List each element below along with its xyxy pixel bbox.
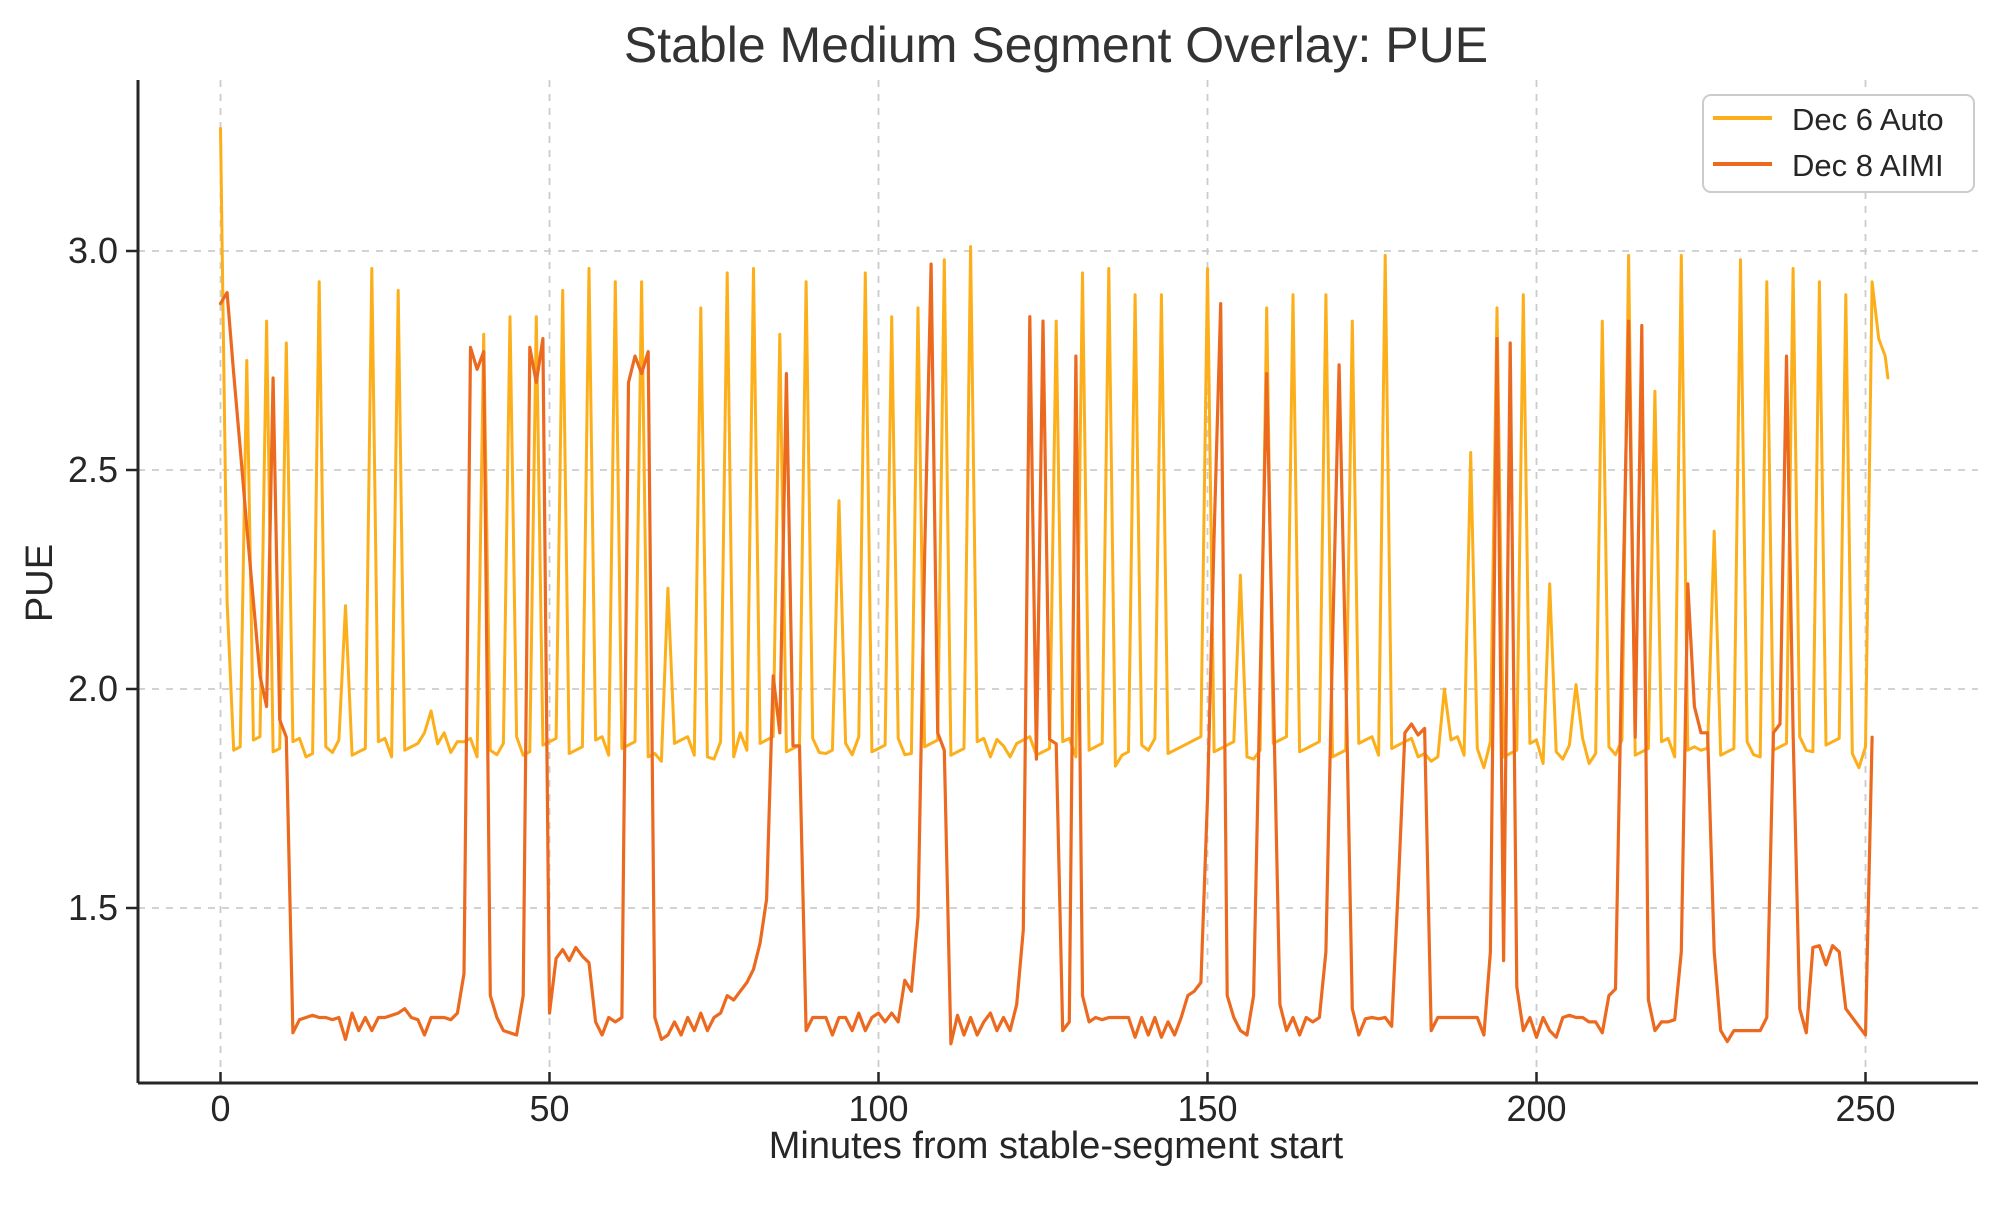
svg-text:Stable Medium Segment Overlay:: Stable Medium Segment Overlay: PUE (624, 17, 1488, 73)
svg-text:150: 150 (1177, 1088, 1237, 1129)
svg-text:0: 0 (210, 1088, 230, 1129)
svg-text:1.5: 1.5 (68, 887, 118, 928)
svg-text:2.0: 2.0 (68, 668, 118, 709)
svg-text:PUE: PUE (19, 544, 61, 622)
svg-text:Dec 6 Auto: Dec 6 Auto (1792, 102, 1944, 137)
svg-text:200: 200 (1506, 1088, 1566, 1129)
svg-text:50: 50 (529, 1088, 569, 1129)
svg-text:Dec 8 AIMI: Dec 8 AIMI (1792, 148, 1944, 183)
svg-text:3.0: 3.0 (68, 230, 118, 271)
svg-text:100: 100 (848, 1088, 908, 1129)
svg-text:250: 250 (1835, 1088, 1895, 1129)
svg-text:Minutes from stable-segment st: Minutes from stable-segment start (769, 1125, 1344, 1167)
svg-text:2.5: 2.5 (68, 449, 118, 490)
